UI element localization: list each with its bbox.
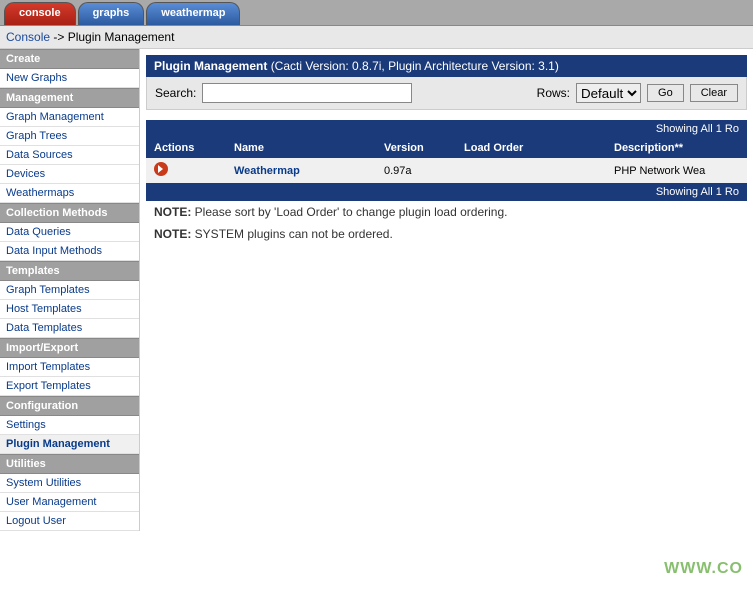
col-version[interactable]: Version xyxy=(376,138,456,158)
section-header: Configuration xyxy=(0,396,139,416)
sidebar-link[interactable]: Data Templates xyxy=(6,322,82,334)
search-bar: Search: Rows: Default Go Clear xyxy=(146,77,747,110)
sidebar-link[interactable]: Import Templates xyxy=(6,361,90,373)
section-header: Create xyxy=(0,49,139,69)
panel-title: Plugin Management (Cacti Version: 0.8.7i… xyxy=(146,55,747,77)
rows-label: Rows: xyxy=(537,86,570,100)
table-header-row: Actions Name Version Load Order Descript… xyxy=(146,138,747,158)
clear-button[interactable]: Clear xyxy=(690,84,738,102)
sidebar-item-data-sources[interactable]: Data Sources xyxy=(0,146,139,165)
sidebar: Create New Graphs Management Graph Manageme… xyxy=(0,49,140,531)
sidebar-item-data-templates[interactable]: Data Templates xyxy=(0,319,139,338)
note-line: NOTE: SYSTEM plugins can not be ordered. xyxy=(146,223,747,245)
sidebar-link[interactable]: Data Sources xyxy=(6,149,73,161)
sidebar-link[interactable]: New Graphs xyxy=(6,72,67,84)
sidebar-link[interactable]: Graph Templates xyxy=(6,284,90,296)
sidebar-item-devices[interactable]: Devices xyxy=(0,165,139,184)
sidebar-link[interactable]: Graph Management xyxy=(6,111,104,123)
sidebar-link[interactable]: User Management xyxy=(6,496,97,508)
search-input[interactable] xyxy=(202,83,412,103)
sidebar-item-graph-templates[interactable]: Graph Templates xyxy=(0,281,139,300)
tab-graphs[interactable]: graphs xyxy=(78,2,145,25)
sidebar-item-logout-user[interactable]: Logout User xyxy=(0,512,139,531)
watermark-text: WWW.CO xyxy=(664,560,743,578)
col-actions[interactable]: Actions xyxy=(146,138,226,158)
sidebar-link[interactable]: Graph Trees xyxy=(6,130,67,142)
tab-console[interactable]: console xyxy=(4,2,76,25)
section-header: Templates xyxy=(0,261,139,281)
plugins-table: Actions Name Version Load Order Descript… xyxy=(146,138,747,183)
sidebar-item-new-graphs[interactable]: New Graphs xyxy=(0,69,139,88)
sidebar-item-graph-trees[interactable]: Graph Trees xyxy=(0,127,139,146)
sidebar-link[interactable]: Export Templates xyxy=(6,380,91,392)
sidebar-item-user-management[interactable]: User Management xyxy=(0,493,139,512)
rows-select[interactable]: Default xyxy=(576,83,641,103)
go-button[interactable]: Go xyxy=(647,84,684,102)
sidebar-link[interactable]: System Utilities xyxy=(6,477,81,489)
sidebar-link[interactable]: Weathermaps xyxy=(6,187,74,199)
plugin-name-link[interactable]: Weathermap xyxy=(234,165,300,177)
sidebar-link[interactable]: Data Queries xyxy=(6,226,71,238)
plugin-description: PHP Network Wea xyxy=(606,158,747,183)
top-tabs: consolegraphsweathermap xyxy=(0,0,753,26)
col-name[interactable]: Name xyxy=(226,138,376,158)
sidebar-item-export-templates[interactable]: Export Templates xyxy=(0,377,139,396)
sidebar-link[interactable]: Devices xyxy=(6,168,45,180)
breadcrumb-sep: -> xyxy=(50,30,68,44)
note-line: NOTE: Please sort by 'Load Order' to cha… xyxy=(146,201,747,223)
section-header: Management xyxy=(0,88,139,108)
panel-title-text: Plugin Management xyxy=(154,59,267,73)
search-label: Search: xyxy=(155,86,196,100)
plugin-version: 0.97a xyxy=(376,158,456,183)
sidebar-item-settings[interactable]: Settings xyxy=(0,416,139,435)
section-header: Utilities xyxy=(0,454,139,474)
col-load-order[interactable]: Load Order xyxy=(456,138,606,158)
results-band-top: Showing All 1 Ro xyxy=(146,120,747,138)
main-content: Plugin Management (Cacti Version: 0.8.7i… xyxy=(140,49,753,531)
sidebar-link[interactable]: Plugin Management xyxy=(6,438,110,450)
sidebar-item-weathermaps[interactable]: Weathermaps xyxy=(0,184,139,203)
install-icon[interactable] xyxy=(154,162,168,176)
sidebar-item-data-queries[interactable]: Data Queries xyxy=(0,223,139,242)
breadcrumb-root[interactable]: Console xyxy=(6,30,50,44)
sidebar-link[interactable]: Data Input Methods xyxy=(6,245,102,257)
sidebar-item-system-utilities[interactable]: System Utilities xyxy=(0,474,139,493)
breadcrumb-page: Plugin Management xyxy=(68,30,175,44)
sidebar-item-graph-management[interactable]: Graph Management xyxy=(0,108,139,127)
plugin-load-order xyxy=(456,158,606,183)
sidebar-item-plugin-management[interactable]: Plugin Management xyxy=(0,435,139,454)
table-row: Weathermap 0.97a PHP Network Wea xyxy=(146,158,747,183)
panel-title-meta: (Cacti Version: 0.8.7i, Plugin Architect… xyxy=(271,59,559,73)
sidebar-link[interactable]: Host Templates xyxy=(6,303,82,315)
results-band-bottom: Showing All 1 Ro xyxy=(146,183,747,201)
section-header: Collection Methods xyxy=(0,203,139,223)
sidebar-link[interactable]: Settings xyxy=(6,419,46,431)
sidebar-item-import-templates[interactable]: Import Templates xyxy=(0,358,139,377)
section-header: Import/Export xyxy=(0,338,139,358)
breadcrumb: Console -> Plugin Management xyxy=(0,26,753,49)
sidebar-item-data-input-methods[interactable]: Data Input Methods xyxy=(0,242,139,261)
sidebar-item-host-templates[interactable]: Host Templates xyxy=(0,300,139,319)
sidebar-link[interactable]: Logout User xyxy=(6,515,66,527)
col-description[interactable]: Description** xyxy=(606,138,747,158)
tab-weathermap[interactable]: weathermap xyxy=(146,2,240,25)
